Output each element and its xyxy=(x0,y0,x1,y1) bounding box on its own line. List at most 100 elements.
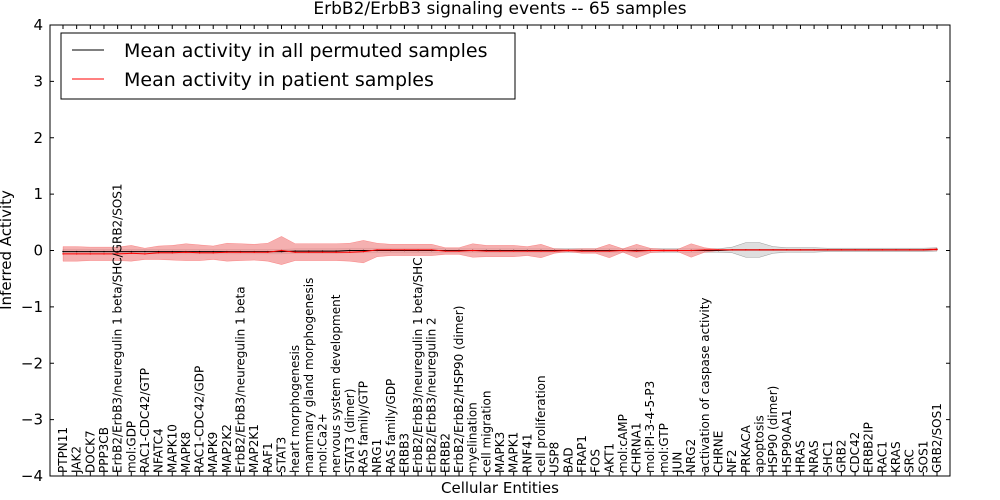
x-category-label: NRG2 xyxy=(684,439,698,473)
series-1-point xyxy=(717,249,720,251)
series-1-point xyxy=(881,249,884,251)
series-1-point xyxy=(431,249,433,251)
series-0-point xyxy=(212,250,214,253)
x-category-label: BAD xyxy=(561,447,575,473)
x-category-label: MAPK8 xyxy=(179,432,193,473)
series-1-point xyxy=(376,249,378,251)
y-tick-label: 3 xyxy=(33,72,43,90)
x-category-label: HSP90AA1 xyxy=(780,409,794,473)
x-category-label: ERBB2 xyxy=(438,433,452,473)
series-1-point xyxy=(526,250,528,252)
series-0-point xyxy=(144,250,146,253)
series-1-point xyxy=(76,253,78,255)
x-category-label: myelination xyxy=(466,402,480,473)
x-category-label: FOS xyxy=(589,449,603,473)
series-1-point xyxy=(335,251,337,253)
x-category-label: CHRNE xyxy=(712,431,726,473)
series-0-point xyxy=(280,250,283,253)
series-1-point xyxy=(553,250,556,252)
legend: Mean activity in all permuted samples Me… xyxy=(60,32,516,100)
series-1-point xyxy=(581,250,583,252)
x-category-label: heart morphogenesis xyxy=(288,345,302,473)
series-1-point xyxy=(294,251,296,253)
x-category-label: FRAP1 xyxy=(575,435,589,473)
series-1-point xyxy=(909,249,911,251)
series-1-point xyxy=(103,253,105,255)
x-category-label: SOS1 xyxy=(916,441,930,473)
x-category-label: USP8 xyxy=(548,442,562,473)
series-0-point xyxy=(171,250,173,253)
x-category-label: STAT3 xyxy=(275,437,289,473)
series-1-point xyxy=(130,252,132,254)
x-category-label: RAS family/GDP xyxy=(384,379,398,473)
x-category-label: JUN xyxy=(671,452,685,474)
series-1-point xyxy=(540,250,542,252)
x-category-label: RAF1 xyxy=(261,442,275,473)
series-1-point xyxy=(444,250,447,252)
series-1-point xyxy=(594,250,597,252)
x-axis-title: Cellular Entities xyxy=(441,479,559,497)
legend-label-patient: Mean activity in patient samples xyxy=(124,69,434,91)
x-category-label: mammary gland morphogenesis xyxy=(302,278,316,473)
x-category-label: ERBB3 xyxy=(397,433,411,473)
x-category-label: PTPN11 xyxy=(56,427,70,473)
x-category-label: SHC1 xyxy=(821,440,835,473)
series-0-point xyxy=(103,250,105,253)
x-category-label: ErbB2/ErbB3/neuregulin 1 beta/SHC xyxy=(411,257,425,473)
series-1-point xyxy=(895,249,897,251)
series-1-point xyxy=(390,249,392,251)
series-0-point xyxy=(62,250,64,253)
series-1-point xyxy=(349,251,351,253)
series-0-point xyxy=(116,250,119,253)
x-category-label: RAC1-CDC42/GDP xyxy=(193,366,207,473)
x-category-label: NF2 xyxy=(725,450,739,474)
series-0-point xyxy=(362,249,365,252)
series-1-point xyxy=(608,250,610,252)
series-0-point xyxy=(157,250,160,253)
y-tick-label: 1 xyxy=(33,185,43,203)
series-1-point xyxy=(458,250,460,252)
series-1-point xyxy=(513,250,515,252)
x-category-label: MAP2K2 xyxy=(220,424,234,473)
x-category-label: HSP90 (dimer) xyxy=(766,386,780,473)
series-1-point xyxy=(239,251,242,253)
y-tick-label: 4 xyxy=(33,16,43,34)
legend-box xyxy=(60,32,516,100)
y-tick-label: −3 xyxy=(21,411,43,429)
series-1-point xyxy=(854,249,856,251)
series-1-point xyxy=(198,252,201,254)
x-category-label: MAPK1 xyxy=(507,432,521,473)
y-tick-label: 0 xyxy=(33,242,43,260)
series-1-point xyxy=(253,251,255,253)
series-1-point xyxy=(813,249,815,251)
plot-area xyxy=(62,236,938,265)
x-category-label: mol:GDP xyxy=(124,421,138,473)
series-1-point xyxy=(649,249,651,252)
x-category-label: MAPK9 xyxy=(206,432,220,473)
series-1-point xyxy=(936,248,938,251)
series-1-point xyxy=(157,252,160,254)
series-1-point xyxy=(472,249,474,252)
series-1-point xyxy=(758,249,761,251)
series-1-point xyxy=(635,250,638,252)
series-1-point xyxy=(786,249,788,251)
x-category-label: PRKACA xyxy=(739,424,753,473)
series-1-point xyxy=(89,253,92,255)
series-1-point xyxy=(144,253,146,255)
x-category-label: cell migration xyxy=(479,391,493,473)
series-0-point xyxy=(335,250,337,252)
series-0-point xyxy=(130,250,132,253)
series-1-point xyxy=(690,249,692,252)
x-category-label: ErbB2/ErbB3/neuregulin 2 xyxy=(425,317,439,473)
series-1-point xyxy=(171,252,173,254)
x-category-label: MAPK3 xyxy=(493,432,507,473)
x-category-label: AKT1 xyxy=(602,443,616,473)
x-category-label: mol:Ca2+ xyxy=(316,413,330,473)
series-1-point xyxy=(772,249,774,251)
x-category-label: NFATC4 xyxy=(152,428,166,473)
x-category-label: MAP2K1 xyxy=(247,424,261,473)
series-1-point xyxy=(185,251,187,253)
y-tick-label: −1 xyxy=(21,298,43,316)
x-category-label: GRB2 xyxy=(834,439,848,473)
